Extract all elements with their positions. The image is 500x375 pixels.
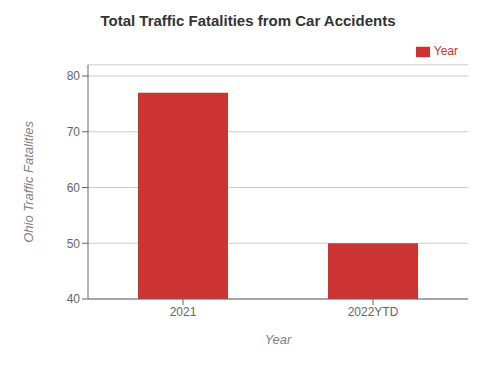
svg-text:70: 70	[67, 125, 81, 139]
html-text:Total Traffic Fatalities from: Total Traffic Fatalities from Car Accide…	[100, 12, 396, 29]
svg-text:40: 40	[67, 292, 81, 306]
svg-text:Ohio Traffic Fatalities: Ohio Traffic Fatalities	[21, 120, 36, 242]
svg-text:Year: Year	[265, 332, 292, 347]
svg-text:60: 60	[67, 181, 81, 195]
svg-text:2022YTD: 2022YTD	[348, 305, 399, 319]
svg-text:2021: 2021	[170, 305, 197, 319]
svg-text:80: 80	[67, 69, 81, 83]
svg-text:50: 50	[67, 237, 81, 251]
html-text:Year: Year	[433, 44, 458, 58]
